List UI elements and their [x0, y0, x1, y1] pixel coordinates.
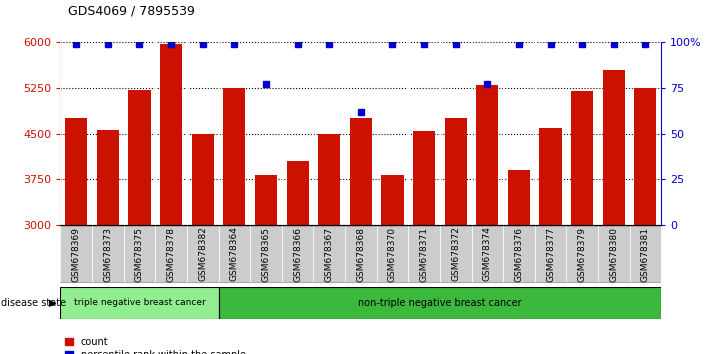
Text: GSM678364: GSM678364 — [230, 227, 239, 281]
Bar — [223, 88, 245, 354]
Bar — [630, 225, 661, 283]
Bar — [218, 225, 250, 283]
Text: GSM678382: GSM678382 — [198, 227, 207, 281]
Bar — [97, 130, 119, 354]
Bar — [603, 70, 625, 354]
Bar — [408, 225, 440, 283]
Text: GSM678369: GSM678369 — [72, 227, 81, 281]
Text: GSM678365: GSM678365 — [262, 227, 270, 281]
Bar — [255, 175, 277, 354]
Bar — [503, 225, 535, 283]
Text: GSM678374: GSM678374 — [483, 227, 492, 281]
Bar — [540, 127, 562, 354]
Text: GSM678377: GSM678377 — [546, 227, 555, 281]
Text: GSM678379: GSM678379 — [577, 227, 587, 281]
Bar — [345, 225, 377, 283]
Text: GSM678380: GSM678380 — [609, 227, 619, 281]
Bar — [282, 225, 314, 283]
Bar — [124, 225, 155, 283]
Bar — [381, 175, 404, 354]
Bar — [413, 131, 435, 354]
Bar — [598, 225, 630, 283]
Bar — [218, 287, 661, 319]
Text: GSM678376: GSM678376 — [515, 227, 523, 281]
Text: GSM678367: GSM678367 — [325, 227, 333, 281]
Text: GSM678373: GSM678373 — [103, 227, 112, 281]
Text: disease state: disease state — [1, 298, 67, 308]
Text: GSM678378: GSM678378 — [166, 227, 176, 281]
Text: ▶: ▶ — [49, 298, 57, 308]
Text: GSM678371: GSM678371 — [419, 227, 429, 281]
Text: triple negative breast cancer: triple negative breast cancer — [74, 298, 205, 307]
Text: GSM678381: GSM678381 — [641, 227, 650, 281]
Bar — [634, 88, 656, 354]
Bar — [314, 225, 345, 283]
Bar — [567, 225, 598, 283]
Bar — [444, 119, 466, 354]
Bar — [535, 225, 567, 283]
Text: GSM678370: GSM678370 — [388, 227, 397, 281]
Text: GSM678368: GSM678368 — [356, 227, 365, 281]
Bar — [65, 119, 87, 354]
Bar — [471, 225, 503, 283]
Bar — [476, 85, 498, 354]
Bar — [192, 133, 214, 354]
Bar — [60, 287, 218, 319]
Bar — [92, 225, 124, 283]
Bar — [508, 170, 530, 354]
Bar — [377, 225, 408, 283]
Text: GSM678372: GSM678372 — [451, 227, 460, 281]
Legend: count, percentile rank within the sample: count, percentile rank within the sample — [65, 337, 246, 354]
Bar — [350, 119, 372, 354]
Bar — [160, 44, 182, 354]
Bar — [60, 225, 92, 283]
Text: GSM678375: GSM678375 — [135, 227, 144, 281]
Bar — [129, 90, 151, 354]
Bar — [440, 225, 471, 283]
Bar — [571, 91, 593, 354]
Bar — [318, 133, 341, 354]
Text: GSM678366: GSM678366 — [293, 227, 302, 281]
Bar — [250, 225, 282, 283]
Bar — [187, 225, 218, 283]
Bar — [155, 225, 187, 283]
Bar — [287, 161, 309, 354]
Text: non-triple negative breast cancer: non-triple negative breast cancer — [358, 298, 522, 308]
Text: GDS4069 / 7895539: GDS4069 / 7895539 — [68, 5, 194, 18]
